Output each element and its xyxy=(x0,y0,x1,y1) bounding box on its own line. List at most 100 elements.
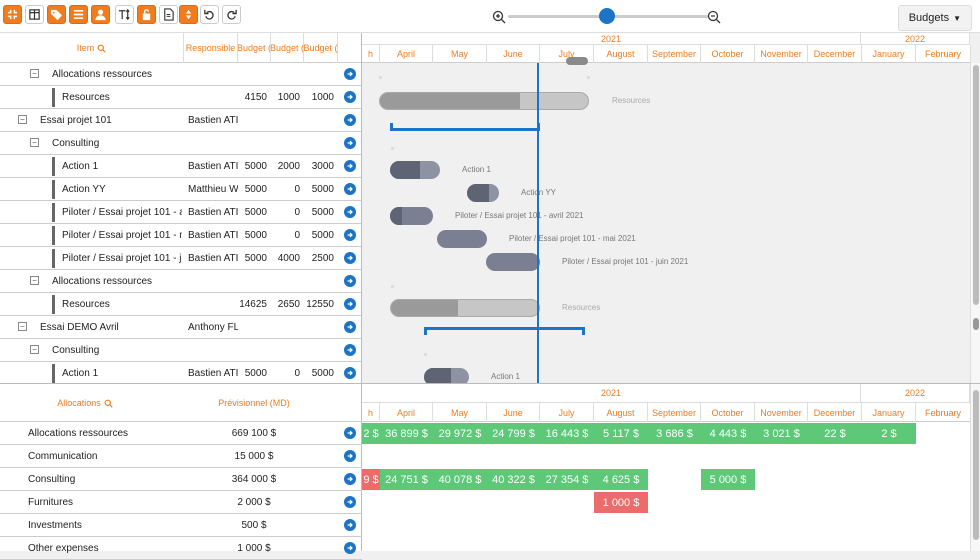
gantt-bar-resources-2[interactable] xyxy=(390,299,540,317)
export-button[interactable] xyxy=(159,5,178,24)
allocation-cell[interactable]: 5 117 $ xyxy=(594,423,648,444)
allocation-row[interactable]: Consulting 364 000 $ xyxy=(0,468,362,491)
allocation-cell[interactable]: 22 $ xyxy=(808,423,862,444)
zoom-slider-handle[interactable] xyxy=(599,8,615,24)
grid-row[interactable]: Resources 14625 2650 12550 xyxy=(0,293,361,316)
previsionnel-header[interactable]: Prévisionnel (MD) xyxy=(218,398,290,408)
search-icon[interactable] xyxy=(97,44,106,53)
gantt-bar-partial[interactable] xyxy=(566,57,588,65)
row-open-button[interactable] xyxy=(344,114,356,126)
row-open-button[interactable] xyxy=(344,344,356,356)
allocation-row[interactable]: Furnitures 2 000 $ xyxy=(0,491,362,514)
scrollbar-thumb[interactable] xyxy=(973,318,979,330)
grid-row[interactable]: Action 1 Bastien ATI 5000 0 5000 xyxy=(0,362,361,383)
grid-row[interactable]: Piloter / Essai projet 101 - m Bastien AT… xyxy=(0,224,361,247)
row-open-button[interactable] xyxy=(344,367,356,379)
project-bracket-essai-101[interactable] xyxy=(390,123,540,131)
user-button[interactable] xyxy=(91,5,110,24)
allocation-row[interactable]: Communication 15 000 $ xyxy=(0,445,362,468)
zoom-out-icon[interactable] xyxy=(707,10,721,24)
allocation-row[interactable]: Allocations ressources 669 100 $ xyxy=(0,422,362,445)
row-open-button[interactable] xyxy=(344,275,356,287)
row-open-button[interactable] xyxy=(344,252,356,264)
grid-row[interactable]: Piloter / Essai projet 101 - a Bastien AT… xyxy=(0,201,361,224)
collapse-toggle[interactable]: − xyxy=(18,115,27,124)
row-open-button[interactable] xyxy=(344,183,356,195)
allocations-header-label[interactable]: Allocations xyxy=(0,384,170,422)
allocation-cell[interactable]: 36 899 $ xyxy=(380,423,433,444)
allocation-cell[interactable]: 4 443 $ xyxy=(701,423,755,444)
grid-row[interactable]: − Consulting xyxy=(0,132,361,155)
allocation-cell[interactable]: 29 972 $ xyxy=(433,423,487,444)
columns-button[interactable] xyxy=(25,5,44,24)
allocation-cell[interactable]: 1 000 $ xyxy=(594,492,648,513)
allocation-open-button[interactable] xyxy=(344,450,356,462)
sort-button[interactable] xyxy=(179,5,198,24)
search-icon[interactable] xyxy=(104,399,113,408)
lock-button[interactable] xyxy=(137,5,156,24)
grid-row[interactable]: Resources 4150 1000 1000 xyxy=(0,86,361,109)
collapse-toggle[interactable]: − xyxy=(18,322,27,331)
allocation-cell[interactable]: 5 000 $ xyxy=(701,469,755,490)
allocation-cell[interactable]: 3 686 $ xyxy=(648,423,701,444)
row-open-button[interactable] xyxy=(344,321,356,333)
header-budget-1[interactable]: Budget ( xyxy=(238,33,271,63)
undo-button[interactable] xyxy=(200,5,219,24)
gantt-bar-resources[interactable] xyxy=(379,92,589,110)
allocations-vertical-scrollbar[interactable] xyxy=(970,384,980,551)
row-open-button[interactable] xyxy=(344,91,356,103)
allocation-cell[interactable]: 9 $ xyxy=(362,469,380,490)
collapse-toggle[interactable]: − xyxy=(30,345,39,354)
collapse-toggle[interactable]: − xyxy=(30,138,39,147)
allocation-cell[interactable]: 27 354 $ xyxy=(540,469,594,490)
grid-row[interactable]: Action 1 Bastien ATI 5000 2000 3000 xyxy=(0,155,361,178)
allocation-cell[interactable]: 2 $ xyxy=(362,423,380,444)
budgets-dropdown[interactable]: Budgets ▼ xyxy=(897,5,972,31)
allocation-cell[interactable]: 40 078 $ xyxy=(433,469,487,490)
gantt-bar-action-1[interactable] xyxy=(390,161,440,179)
header-budget-2[interactable]: Budget ( xyxy=(271,33,304,63)
allocation-cell[interactable]: 2 $ xyxy=(862,423,916,444)
grid-row[interactable]: − Essai DEMO Avril Anthony FL xyxy=(0,316,361,339)
gantt-bar-pilot-jun[interactable] xyxy=(486,253,540,271)
row-open-button[interactable] xyxy=(344,160,356,172)
zoom-in-icon[interactable] xyxy=(492,10,506,24)
allocation-cell[interactable]: 16 443 $ xyxy=(540,423,594,444)
header-item[interactable]: Item xyxy=(0,33,184,63)
row-open-button[interactable] xyxy=(344,206,356,218)
grid-row[interactable]: Action YY Matthieu W 5000 0 5000 xyxy=(0,178,361,201)
gantt-bar-action-1b[interactable] xyxy=(424,368,469,383)
allocation-cell[interactable]: 3 021 $ xyxy=(755,423,808,444)
allocation-row[interactable]: Investments 500 $ xyxy=(0,514,362,537)
header-responsible[interactable]: Responsible xyxy=(184,33,238,63)
text-height-button[interactable] xyxy=(115,5,134,24)
grid-row[interactable]: − Essai projet 101 Bastien ATI xyxy=(0,109,361,132)
project-bracket-essai-demo[interactable] xyxy=(424,327,585,335)
tag-button[interactable] xyxy=(47,5,66,24)
row-open-button[interactable] xyxy=(344,298,356,310)
collapse-toggle[interactable]: − xyxy=(30,69,39,78)
allocation-cell[interactable]: 40 322 $ xyxy=(487,469,540,490)
collapse-toggle[interactable]: − xyxy=(30,276,39,285)
gantt-bar-pilot-apr[interactable] xyxy=(390,207,433,225)
allocation-cell[interactable]: 24 751 $ xyxy=(380,469,433,490)
allocation-open-button[interactable] xyxy=(344,427,356,439)
row-open-button[interactable] xyxy=(344,68,356,80)
gantt-bar-pilot-may[interactable] xyxy=(437,230,487,248)
grid-row[interactable]: − Allocations ressources xyxy=(0,63,361,86)
redo-button[interactable] xyxy=(222,5,241,24)
allocation-open-button[interactable] xyxy=(344,519,356,531)
list-button[interactable] xyxy=(69,5,88,24)
allocation-open-button[interactable] xyxy=(344,542,356,554)
gantt-vertical-scrollbar[interactable] xyxy=(970,63,980,383)
row-open-button[interactable] xyxy=(344,229,356,241)
allocation-open-button[interactable] xyxy=(344,496,356,508)
header-budget-3[interactable]: Budget ( xyxy=(304,33,338,63)
allocation-open-button[interactable] xyxy=(344,473,356,485)
grid-row[interactable]: − Consulting xyxy=(0,339,361,362)
grid-row[interactable]: − Allocations ressources xyxy=(0,270,361,293)
collapse-all-button[interactable] xyxy=(3,5,22,24)
allocation-cell[interactable]: 24 799 $ xyxy=(487,423,540,444)
gantt-bar-action-yy[interactable] xyxy=(467,184,499,202)
grid-row[interactable]: Piloter / Essai projet 101 - ju Bastien A… xyxy=(0,247,361,270)
